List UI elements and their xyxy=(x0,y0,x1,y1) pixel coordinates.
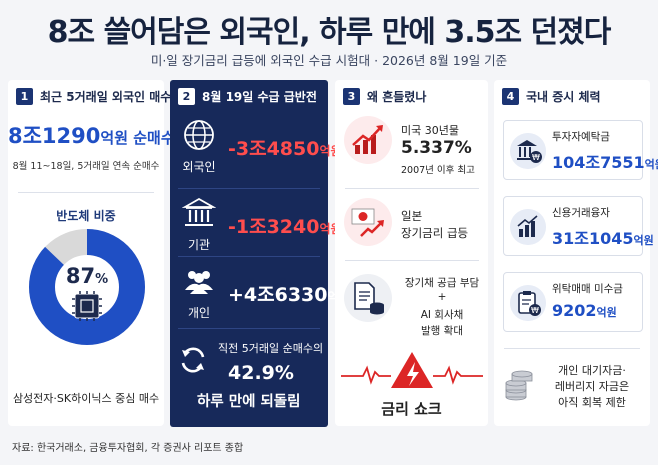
foreign-net-buy-amount: 8조1290억원 순매수 xyxy=(8,120,175,150)
net-buy-suffix: 억원 순매수 xyxy=(100,129,175,147)
source-note: 자료: 한국거래소, 금융투자협회, 각 증권사 리포트 종합 xyxy=(12,443,244,454)
coin-stack-icon xyxy=(505,370,533,401)
semiconductor-share-label: 반도체 비중 xyxy=(56,209,116,223)
card-value: 9202억원 xyxy=(552,301,617,320)
panel4-title: 국내 증시 체력 xyxy=(526,90,601,104)
net-buy-period: 8월 11~18일, 5거래일 연속 순매수 xyxy=(12,161,160,172)
flow-row-foreign: 외국인 -3조4850억원 xyxy=(170,114,342,190)
us-30y-label: 미국 30년물 xyxy=(401,124,459,137)
flow-value: -3조4850억원 xyxy=(228,138,342,160)
supply-line3: AI 회사채 xyxy=(420,309,464,321)
reversal-line3: 하루 만에 되돌림 xyxy=(197,394,301,410)
panel1-title: 최근 5거래일 외국인 매수 xyxy=(40,90,172,104)
panel4-header: 4 국내 증시 체력 xyxy=(502,88,601,105)
flow-row-institution: 기관 -1조3240억원 xyxy=(170,192,342,268)
flow-label: 개인 xyxy=(187,306,211,320)
donut-percent: 87% xyxy=(66,264,108,288)
net-buy-value: 8조1290 xyxy=(8,124,101,148)
bank-won-icon: ₩ xyxy=(510,133,546,169)
rate-shock-label: 금리 쇼크 xyxy=(381,400,442,418)
us-30y-value: 5.337% xyxy=(401,138,472,158)
panel2-number: 2 xyxy=(178,88,195,105)
flow-label: 기관 xyxy=(187,238,211,252)
panel2-header: 2 8월 19일 수급 급반전 xyxy=(178,88,317,105)
japan-line1: 일본 xyxy=(401,209,423,223)
reversal-line1: 직전 5거래일 순매수의 xyxy=(218,342,324,355)
panel3-title: 왜 흔들렸나 xyxy=(367,90,427,104)
panel3-number: 3 xyxy=(343,88,360,105)
card-value: 31조1045억원 xyxy=(552,229,654,248)
alert-pulse-icon xyxy=(341,352,483,388)
row-divider xyxy=(178,188,320,189)
chip-icon xyxy=(72,291,102,321)
people-icon xyxy=(185,271,213,294)
page-title: 8조 쓸어담은 외국인, 하루 만에 3.5조 던졌다 xyxy=(47,15,612,50)
globe-icon xyxy=(184,120,214,150)
supply-line4: 발행 확대 xyxy=(421,325,463,337)
divider xyxy=(504,348,640,349)
panel1-number: 1 xyxy=(16,88,33,105)
rising-chart-icon xyxy=(344,116,392,164)
svg-text:₩: ₩ xyxy=(531,306,539,315)
panel-flow-reversal: 2 8월 19일 수급 급반전 외국인 -3조4850억원 기관 -1조3240… xyxy=(170,80,350,427)
panel1-header: 1 최근 5거래일 외국인 매수 xyxy=(16,88,171,105)
supply-line1: 장기채 공급 부담 xyxy=(404,277,480,289)
flow-value: -1조3240억원 xyxy=(228,216,342,238)
card-unsettled: ₩ 위탁매매 미수금 9202억원 xyxy=(503,272,643,332)
svg-text:₩: ₩ xyxy=(532,153,540,162)
panel-market-strength: 4 국내 증시 체력 ₩ 투자자예탁금 104조7551억원 신용거래융자 31… xyxy=(494,80,658,426)
note-line1: 개인 대기자금· xyxy=(558,364,626,377)
bank-icon xyxy=(182,197,216,226)
card-label: 신용거래융자 xyxy=(552,207,610,219)
reversal-summary: 직전 5거래일 순매수의 42.9% 하루 만에 되돌림 xyxy=(170,330,328,425)
page-subtitle: 미·일 장기금리 급등에 외국인 수급 시험대 · 2026년 8월 19일 기… xyxy=(150,53,508,68)
row-divider xyxy=(178,256,320,257)
panel4-number: 4 xyxy=(502,88,519,105)
card-value: 104조7551억원 xyxy=(552,153,658,172)
divider xyxy=(345,188,479,189)
divider xyxy=(18,192,154,193)
refresh-icon xyxy=(181,347,205,373)
card-deposits: ₩ 투자자예탁금 104조7551억원 xyxy=(503,120,658,180)
card-label: 위탁매매 미수금 xyxy=(552,283,623,295)
panel-why-shaken: 3 왜 흔들렸나 미국 30년물 5.337% 2007년 이후 최고 일본 장… xyxy=(335,80,488,426)
card-credit-loans: 신용거래융자 31조1045억원 xyxy=(503,196,654,256)
row-divider xyxy=(178,328,320,329)
panel2-title: 8월 19일 수급 급반전 xyxy=(202,90,317,104)
document-coins-icon xyxy=(344,274,392,322)
japan-flag-arrow-icon xyxy=(344,198,392,246)
supply-line2: + xyxy=(437,291,447,303)
clipboard-won-icon: ₩ xyxy=(510,285,546,321)
us-30y-note: 2007년 이후 최고 xyxy=(401,165,475,176)
panel3-header: 3 왜 흔들렸나 xyxy=(343,88,426,105)
flow-value: +4조6330억원 xyxy=(228,284,350,306)
donut-semiconductor-arc xyxy=(29,229,145,345)
reversal-percent: 42.9% xyxy=(228,362,294,384)
flow-label: 외국인 xyxy=(182,160,216,174)
note-line3: 아직 회복 제한 xyxy=(558,396,626,409)
semiconductor-footnote: 삼성전자·SK하이닉스 중심 매수 xyxy=(12,392,160,405)
note-line2: 레버리지 자금은 xyxy=(554,380,630,393)
bar-chart-icon xyxy=(510,209,546,245)
japan-line2: 장기금리 급등 xyxy=(401,226,469,240)
semiconductor-donut-chart: 87% xyxy=(29,229,145,345)
panel-foreign-buying: 1 최근 5거래일 외국인 매수 8조1290억원 순매수 8월 11~18일,… xyxy=(8,80,175,426)
divider xyxy=(345,260,479,261)
flow-row-individual: 개인 +4조6330억원 xyxy=(170,260,350,336)
card-label: 투자자예탁금 xyxy=(552,131,610,143)
